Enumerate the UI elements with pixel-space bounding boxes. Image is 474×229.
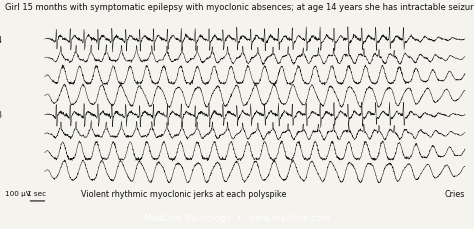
Text: Fp1-F3: Fp1-F3 xyxy=(0,111,2,120)
Text: Violent rhythmic myoclonic jerks at each polyspike: Violent rhythmic myoclonic jerks at each… xyxy=(81,189,286,198)
Text: Fp2-F4: Fp2-F4 xyxy=(0,35,2,44)
Text: 100 µV: 100 µV xyxy=(5,191,30,196)
Text: 1 sec: 1 sec xyxy=(27,191,46,196)
Text: MedLink Neurology  •  www.medlink.com: MedLink Neurology • www.medlink.com xyxy=(144,213,330,222)
Text: Cries: Cries xyxy=(444,189,465,198)
Text: Girl 15 months with symptomatic epilepsy with myoclonic absences; at age 14 year: Girl 15 months with symptomatic epilepsy… xyxy=(5,3,474,12)
